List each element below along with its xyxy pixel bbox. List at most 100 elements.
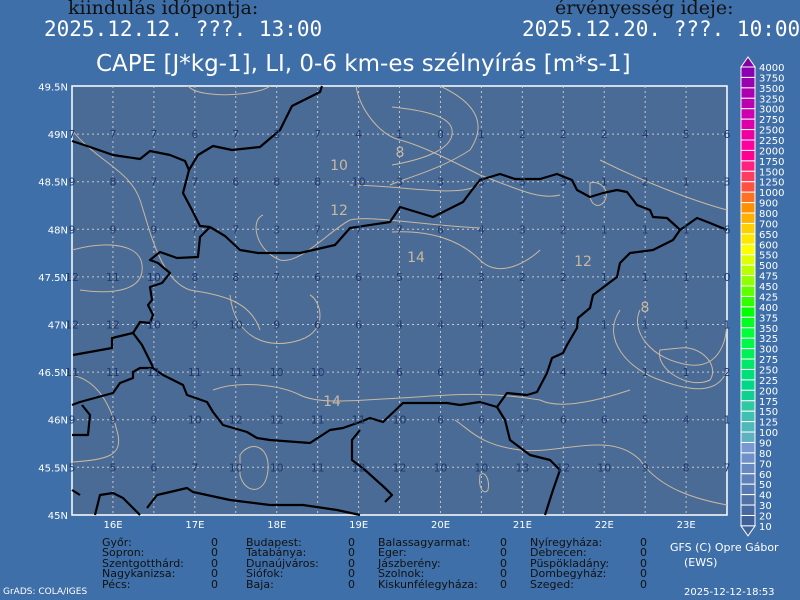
border-line [146, 486, 361, 517]
li-value: 4 [478, 223, 485, 236]
li-value: 10 [311, 366, 325, 379]
colorbar-label: 450 [759, 282, 778, 293]
li-value: 10 [147, 319, 161, 332]
li-value: 5 [683, 128, 690, 141]
city-name: Püspökladány: [530, 556, 610, 570]
li-value: 7 [150, 176, 157, 189]
li-value: 3 [724, 176, 731, 189]
li-value: 9 [69, 223, 76, 236]
contour-label: 8 [641, 300, 650, 316]
contour-line [479, 473, 489, 493]
colorbar-label: 1500 [759, 167, 784, 178]
li-value: 1 [601, 176, 608, 189]
city-name: Siófok: [246, 567, 284, 581]
colorbar-label: 650 [759, 230, 778, 241]
colorbar-label: 3500 [759, 84, 784, 95]
li-value: 6 [396, 366, 403, 379]
city-value: 0 [348, 556, 355, 570]
colorbar-box [740, 421, 756, 433]
valid-time-label: érvényesség ideje: [555, 0, 734, 19]
colorbar-label: 175 [759, 397, 778, 408]
credit-ews: (EWS) [684, 556, 718, 569]
li-value: 10 [474, 461, 488, 474]
li-value: 7 [519, 414, 526, 427]
city-name: Balassagyarmat: [378, 536, 471, 549]
lat-label: 48N [48, 225, 68, 236]
colorbar-box [740, 264, 756, 277]
city-value: 0 [348, 536, 355, 549]
li-value: 1 [601, 223, 608, 236]
contour-label: 10 [330, 158, 348, 174]
city-name: Szentgotthárd: [102, 556, 184, 570]
li-value: 9 [150, 414, 157, 427]
border-line [350, 429, 394, 503]
border-line [209, 172, 728, 255]
li-value: 3 [273, 128, 280, 141]
colorbar-label: 10 [759, 522, 772, 533]
li-value: 10 [270, 366, 284, 379]
li-value: 8 [232, 271, 239, 284]
colorbar-box [740, 181, 756, 193]
colorbar-box [740, 337, 756, 350]
colorbar-label: 400 [759, 303, 778, 314]
colorbar-box [740, 389, 756, 402]
contour-line [589, 181, 607, 206]
li-value: 10 [270, 461, 284, 474]
lon-label: 18E [267, 520, 286, 531]
lon-label: 19E [349, 520, 368, 531]
lat-label: 45.5N [38, 463, 68, 474]
border-line [181, 169, 211, 229]
li-value: 3 [273, 223, 280, 236]
city-name: Szolnok: [378, 567, 425, 581]
colorbar-label: 125 [759, 418, 778, 429]
city-value: 0 [500, 577, 507, 591]
colorbar-label: 150 [759, 407, 778, 418]
li-value: 12 [352, 461, 366, 474]
li-value: 2 [560, 128, 567, 141]
lat-label: 45N [48, 511, 68, 522]
li-values: 7 7 7 6 7 3 7 4 1 0 1 2 2 2 4 5 69 8 7 7 6 8 8 10 3 3 3 3 3 1 2 1 39 9 9 7 7… [65, 128, 731, 474]
li-value: 11 [106, 271, 120, 284]
chart-title: CAPE [J*kg-1], LI, 0-6 km-es szélnyírás … [96, 51, 631, 77]
li-value: 4 [396, 319, 403, 332]
li-value: 5 [69, 461, 76, 474]
li-value: 10 [147, 271, 161, 284]
li-value: 7 [314, 223, 321, 236]
colorbar-box [740, 483, 756, 496]
colorbar-label: 225 [759, 376, 778, 387]
colorbar-label: 1000 [759, 188, 784, 199]
li-value: 6 [314, 271, 321, 284]
colorbar-box [740, 285, 756, 297]
li-value: 7 [396, 223, 403, 236]
li-value: 3 [437, 176, 444, 189]
li-value: 10 [597, 461, 611, 474]
city-name: Pécs: [102, 577, 131, 591]
contour-line [212, 384, 631, 405]
city-name: Nyíregyháza: [530, 536, 603, 549]
axis-labels: 49.5N 49N 48.5N 48N 47.5N 47N 46.5N 46N 45.5N 45N… [38, 83, 695, 532]
colorbar-box [740, 212, 756, 224]
colorbar-box [740, 243, 756, 256]
lat-label: 46.5N [38, 368, 68, 379]
credit-text: GFS (C) Opre Gábor [670, 541, 779, 554]
contour-label: 12 [574, 254, 592, 270]
li-value: 6 [724, 223, 731, 236]
li-value: 11 [311, 461, 325, 474]
colorbar-label: 50 [759, 480, 772, 491]
colorbar-box [740, 452, 756, 464]
li-value: 6 [724, 128, 731, 141]
colorbar-box [740, 514, 756, 527]
contour-line [71, 244, 143, 293]
li-value: 2 [642, 176, 649, 189]
city-value: 0 [640, 536, 647, 549]
border-line [71, 229, 681, 445]
colorbar-box [740, 348, 756, 360]
city-value: 0 [348, 567, 355, 581]
li-value: 7 [232, 223, 239, 236]
colorbar-label: 80 [759, 449, 772, 460]
border-line [93, 491, 141, 516]
li-value: 6 [232, 176, 239, 189]
colorbar-box [740, 149, 756, 162]
lat-label: 49.5N [38, 83, 68, 94]
